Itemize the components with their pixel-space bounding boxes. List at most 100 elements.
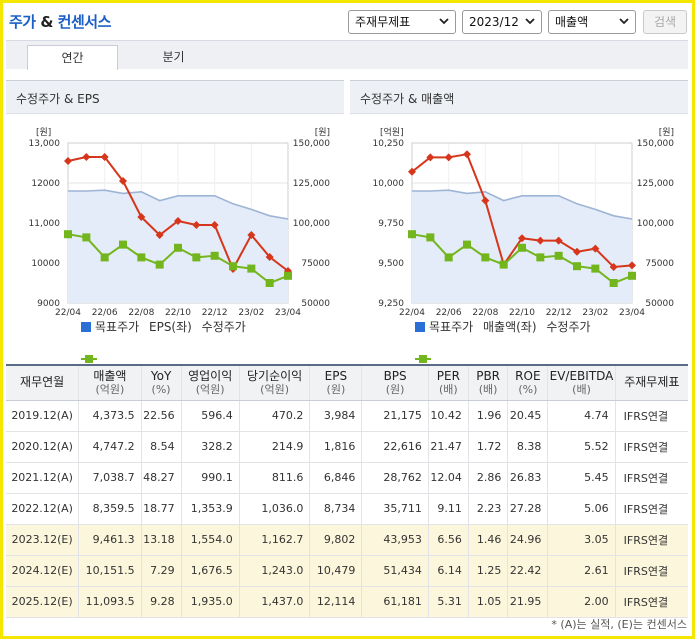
basis-select[interactable]: 주재무제표 — [348, 10, 456, 34]
data-point-diamond — [591, 244, 600, 253]
column-header-label: 매출액 — [93, 368, 127, 383]
chevron-down-icon — [525, 18, 535, 25]
table-cell: IFRS연결 — [615, 586, 688, 618]
table-cell: 7,038.7 — [78, 462, 142, 494]
data-point-square — [463, 240, 471, 249]
period-select-value: 2023/12 — [469, 15, 519, 29]
table-cell: 2.23 — [468, 493, 509, 525]
data-point-diamond — [518, 234, 526, 243]
chart-sales: [억원] [원] 10,250 10,000 9,750 9,500 9,250 150,00… — [373, 126, 675, 316]
legend-label: EPS(좌) — [149, 320, 192, 334]
table-cell: 22.42 — [507, 555, 549, 587]
column-header: PER (배) — [428, 364, 469, 401]
data-point-diamond — [64, 157, 72, 165]
chart-title: 수정주가 & EPS — [16, 92, 100, 106]
metric-select[interactable]: 매출액 — [548, 10, 636, 34]
table-row: 2023.12(E) 9,461.3 13.18 1,554.0 1,162.7 9,80… — [6, 524, 688, 556]
table-cell: 13.18 — [141, 524, 182, 556]
left-tick-label: 13,000 — [29, 139, 61, 149]
chevron-down-icon — [439, 18, 449, 25]
legend-label: 매출액(좌) — [483, 320, 537, 334]
column-header-unit: (원) — [326, 382, 346, 396]
column-header-label: ROE — [515, 368, 541, 383]
x-tick-label: 23/02 — [238, 308, 264, 316]
left-tick-label: 12000 — [31, 179, 60, 189]
tab-quarterly[interactable]: 분기 — [162, 50, 185, 64]
table-cell: 18.77 — [141, 493, 182, 525]
tab-annual[interactable]: 연간 — [27, 45, 118, 70]
legend-target-price: 목표주가 — [415, 318, 473, 335]
column-header-label: 당기순이익 — [246, 368, 303, 383]
data-point-diamond — [609, 263, 618, 271]
chart-panel-header: 수정주가 & 매출액 — [350, 80, 688, 114]
column-header: 매출액 (억원) — [78, 364, 142, 401]
legend-label: 목표주가 — [429, 320, 474, 334]
table-cell: 5.31 — [428, 586, 469, 618]
legend-sales: 매출액(좌) — [415, 318, 537, 363]
table-cell: 1,353.9 — [181, 493, 240, 525]
title-part2: 컨센서스 — [57, 13, 112, 31]
chart-legend: 목표주가 매출액(좌) 수정주가 — [415, 318, 597, 363]
table-cell: 51,434 — [361, 555, 429, 587]
x-tick-label: 22/08 — [472, 308, 498, 316]
data-point-square — [155, 260, 164, 269]
data-point-diamond — [265, 253, 274, 261]
table-cell: 20.45 — [507, 400, 549, 432]
column-header-unit: (배) — [439, 382, 458, 396]
table-cell: 9,461.3 — [78, 524, 142, 556]
table-cell: 22,616 — [361, 431, 429, 463]
data-point-square — [444, 253, 453, 262]
table-cell: 5.06 — [547, 493, 616, 525]
legend-swatch-blue — [415, 322, 425, 332]
data-point-square — [82, 233, 91, 242]
period-select[interactable]: 2023/12 — [462, 10, 542, 34]
x-tick-label: 22/12 — [546, 308, 572, 316]
right-axis-unit: [원] — [315, 127, 330, 138]
table-cell: 21.95 — [507, 586, 549, 618]
table-cell: 24.96 — [507, 524, 549, 556]
table-cell: 6.14 — [428, 555, 469, 587]
x-tick-label: 22/04 — [55, 308, 81, 316]
column-header-unit: (배) — [572, 382, 591, 396]
data-point-square — [64, 230, 72, 239]
search-button[interactable]: 검색 — [643, 10, 687, 34]
data-point-square — [554, 251, 563, 260]
table-cell: 1.46 — [468, 524, 509, 556]
data-point-square — [247, 264, 256, 273]
right-axis-unit: [원] — [659, 127, 674, 138]
left-tick-label: 9,750 — [378, 219, 404, 229]
data-point-diamond — [628, 261, 636, 270]
table-cell: 61,181 — [361, 586, 429, 618]
data-point-diamond — [100, 153, 109, 161]
data-point-diamond — [82, 153, 91, 161]
table-cell: 1,676.5 — [181, 555, 240, 587]
data-point-diamond — [408, 167, 416, 176]
table-cell: 2.61 — [547, 555, 616, 587]
table-cell: 4,373.5 — [78, 400, 142, 432]
data-point-diamond — [573, 247, 581, 256]
basis-select-value: 주재무제표 — [355, 15, 411, 29]
table-cell: 8.38 — [507, 431, 549, 463]
table-cell: 2020.12(A) — [6, 431, 80, 463]
data-point-diamond — [536, 236, 545, 245]
data-point-square — [481, 253, 490, 262]
x-tick-label: 23/04 — [619, 308, 645, 316]
table-cell: 1,243.0 — [239, 555, 311, 587]
table-row: 2020.12(A) 4,747.2 8.54 328.2 214.9 1,816 22,6… — [6, 431, 688, 463]
column-header: EV/EBITDA (배) — [547, 364, 616, 401]
data-point-diamond — [210, 221, 219, 229]
chart-panel-header: 수정주가 & EPS — [6, 80, 344, 114]
column-header-label: 영업이익 — [188, 368, 233, 383]
square-line-icon — [81, 355, 97, 363]
data-point-square — [499, 260, 508, 269]
table-cell: 5.52 — [547, 431, 616, 463]
table-cell: IFRS연결 — [615, 555, 688, 587]
table-cell: 8.54 — [141, 431, 182, 463]
data-point-square — [591, 264, 600, 273]
right-tick-label: 125,000 — [637, 179, 674, 189]
table-row: 2019.12(A) 4,373.5 22.56 596.4 470.2 3,984 21,… — [6, 400, 688, 432]
data-point-square — [229, 262, 237, 271]
right-tick-label: 150,000 — [637, 139, 674, 149]
table-cell: 1,437.0 — [239, 586, 311, 618]
